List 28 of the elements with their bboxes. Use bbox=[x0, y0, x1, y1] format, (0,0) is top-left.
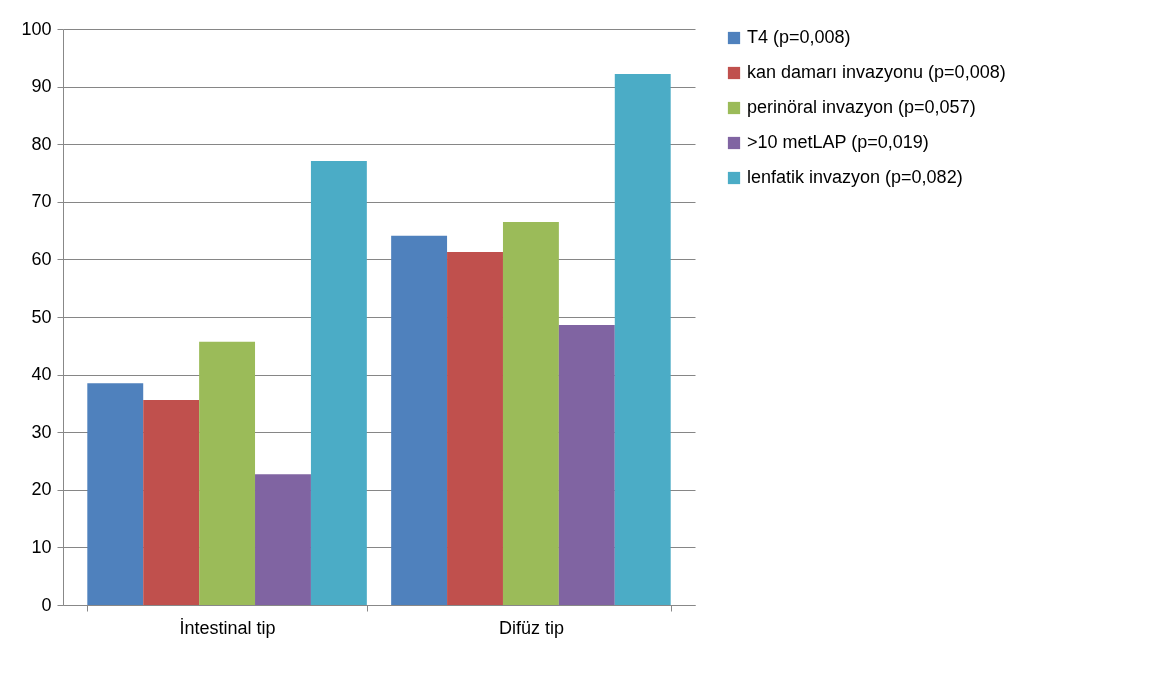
legend-label: T4 (p=0,008) bbox=[747, 27, 851, 47]
bar bbox=[447, 251, 503, 605]
y-tick-label: 0 bbox=[41, 594, 52, 615]
x-tick-label: İntestinal tip bbox=[179, 617, 276, 638]
y-tick-label: 70 bbox=[31, 191, 52, 212]
y-tick-label: 20 bbox=[31, 479, 52, 500]
bar bbox=[310, 160, 367, 605]
legend-label: >10 metLAP (p=0,019) bbox=[747, 132, 929, 152]
legend-label: kan damarı invazyonu (p=0,008) bbox=[747, 62, 1006, 82]
y-tick-label: 30 bbox=[31, 421, 52, 442]
y-tick-label: 40 bbox=[31, 364, 52, 385]
x-tick-label: Difüz tip bbox=[498, 617, 564, 638]
bar bbox=[199, 341, 256, 605]
bar bbox=[391, 235, 448, 605]
legend-label: perinöral invazyon (p=0,057) bbox=[747, 97, 976, 117]
bar bbox=[255, 474, 311, 605]
bar bbox=[502, 221, 559, 605]
legend-label: lenfatik invazyon (p=0,082) bbox=[747, 167, 963, 187]
bar bbox=[614, 73, 671, 605]
y-tick-label: 80 bbox=[31, 133, 52, 154]
y-tick-label: 90 bbox=[31, 76, 52, 97]
y-tick-label: 100 bbox=[21, 18, 52, 39]
y-tick-label: 60 bbox=[31, 248, 52, 269]
bar bbox=[558, 325, 615, 605]
y-tick-label: 50 bbox=[31, 306, 52, 327]
bar bbox=[143, 399, 200, 605]
y-tick-label: 10 bbox=[31, 536, 52, 557]
bar bbox=[87, 383, 144, 605]
